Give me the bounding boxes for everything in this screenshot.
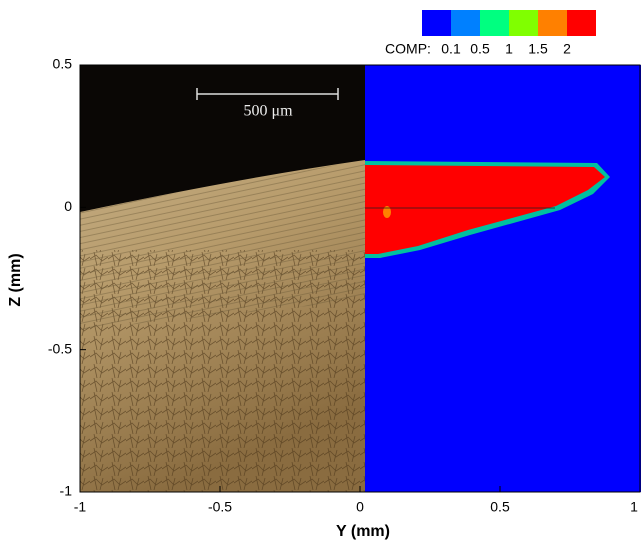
y-tick-label: 0	[64, 198, 72, 214]
colorbar-tick-label: 2	[563, 41, 571, 57]
colorbar-tick-label: 1.5	[528, 41, 548, 57]
micrograph: 500 μm	[80, 65, 365, 492]
x-tick-label: -1	[74, 499, 87, 515]
y-tick-label: -0.5	[48, 340, 72, 356]
colorbar-swatch	[538, 10, 567, 36]
scale-bar	[196, 88, 339, 100]
colorbar-swatch	[509, 10, 538, 36]
colorbar-tick-label: 1	[505, 41, 513, 57]
colorbar-label: COMP:	[385, 41, 431, 57]
colorbar-swatch	[422, 10, 451, 36]
colorbar-tick-label: 0.1	[441, 41, 461, 57]
x-tick-label: 0.5	[490, 499, 510, 515]
colorbar-swatch	[480, 10, 509, 36]
y-axis-label: Z (mm)	[7, 253, 24, 306]
x-axis-label: Y (mm)	[336, 523, 390, 540]
x-tick-label: 1	[630, 499, 638, 515]
x-tick-label: 0	[356, 499, 364, 515]
colorbar-swatch	[451, 10, 480, 36]
contour-field	[365, 65, 641, 492]
colorbar-tick-label: 0.5	[470, 41, 490, 57]
x-tick-label: -0.5	[208, 499, 232, 515]
y-tick-label: 0.5	[53, 56, 73, 72]
y-tick-label: -1	[60, 483, 73, 499]
scale-bar-label: 500 μm	[243, 103, 293, 120]
colorbar-swatch	[567, 10, 596, 36]
